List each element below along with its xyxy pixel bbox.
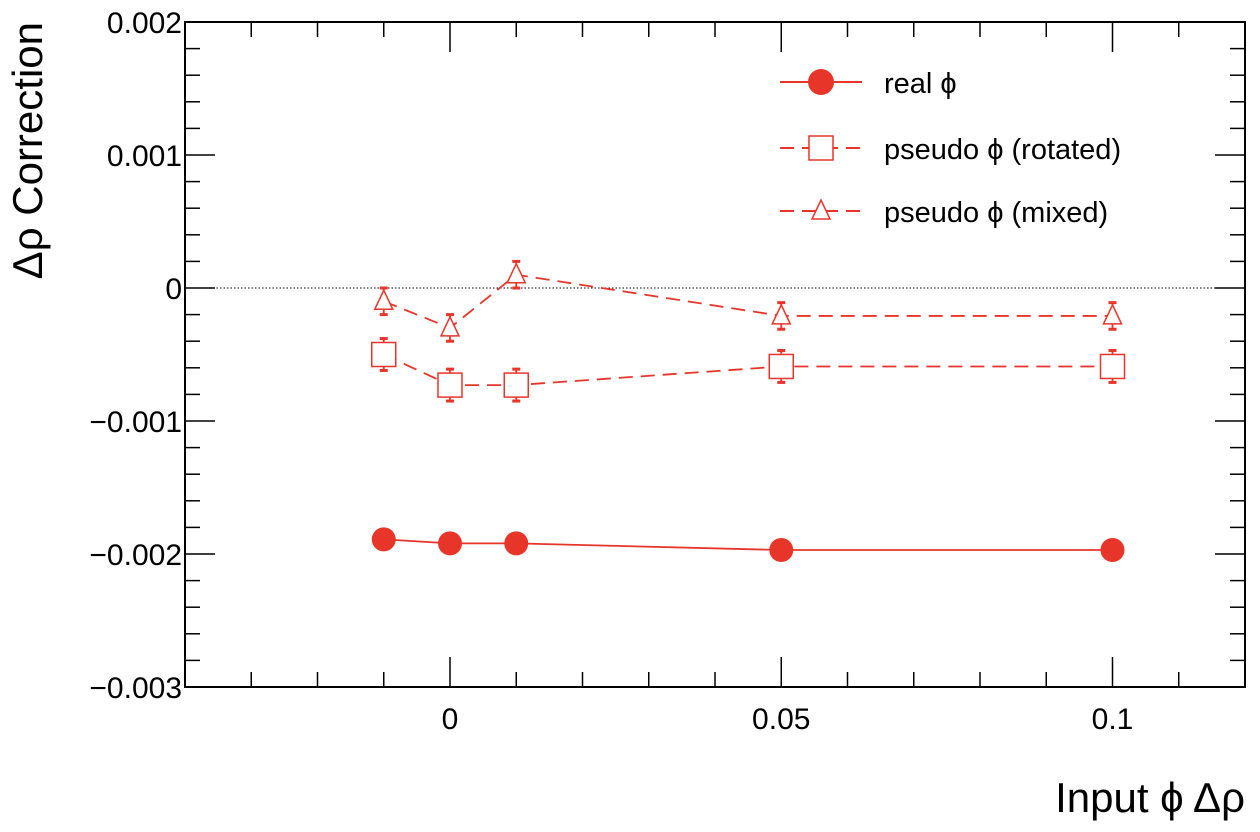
data-point [503,372,529,398]
tick-labels: 0 0.05 0.1 −0.003 −0.002 −0.001 0 0.001 0.002 [89,7,1133,736]
data-point [371,527,396,552]
y-tick-label: −0.001 [89,406,182,439]
data-point [771,303,792,325]
x-tick-label: 0 [442,703,459,736]
y-tick-label: 0 [165,273,182,306]
series-1 [371,337,1126,403]
data-point [437,372,463,398]
y-tick-label: −0.003 [89,672,182,705]
y-axis-label: Δρ Correction [4,22,51,279]
series-layer [371,259,1126,563]
series-2 [373,259,1123,343]
data-point [373,288,394,311]
x-axis-label: Input ϕ Δρ [1055,774,1245,821]
legend-marker [808,69,834,95]
y-tick-label: 0.002 [107,7,182,40]
series-line [383,538,1113,551]
data-point [768,353,794,380]
data-point [439,315,461,337]
data-point [371,341,397,368]
legend-label: pseudo ϕ (mixed) [884,197,1108,229]
data-point [769,538,794,563]
x-tick-label: 0.05 [752,703,810,736]
series-line [383,353,1113,386]
data-point [506,261,527,284]
series-0 [371,527,1125,563]
data-point [1102,303,1123,325]
data-point [438,531,462,556]
x-tick-label: 0.1 [1092,703,1134,736]
data-point [1099,353,1126,380]
legend-label: real ϕ [884,68,957,100]
legend-marker [808,135,834,161]
data-point [504,531,529,556]
y-tick-label: 0.001 [107,140,182,173]
series-line [383,273,1113,329]
y-tick-label: −0.002 [89,539,182,572]
data-point [1100,538,1125,563]
legend-label: pseudo ϕ (rotated) [884,134,1121,166]
plot-frame [184,21,1246,688]
legend-marker [810,198,832,220]
axis-ticks [184,21,1246,688]
legend: real ϕ pseudo ϕ (rotated) pseudo ϕ (mixed) [780,68,1121,229]
